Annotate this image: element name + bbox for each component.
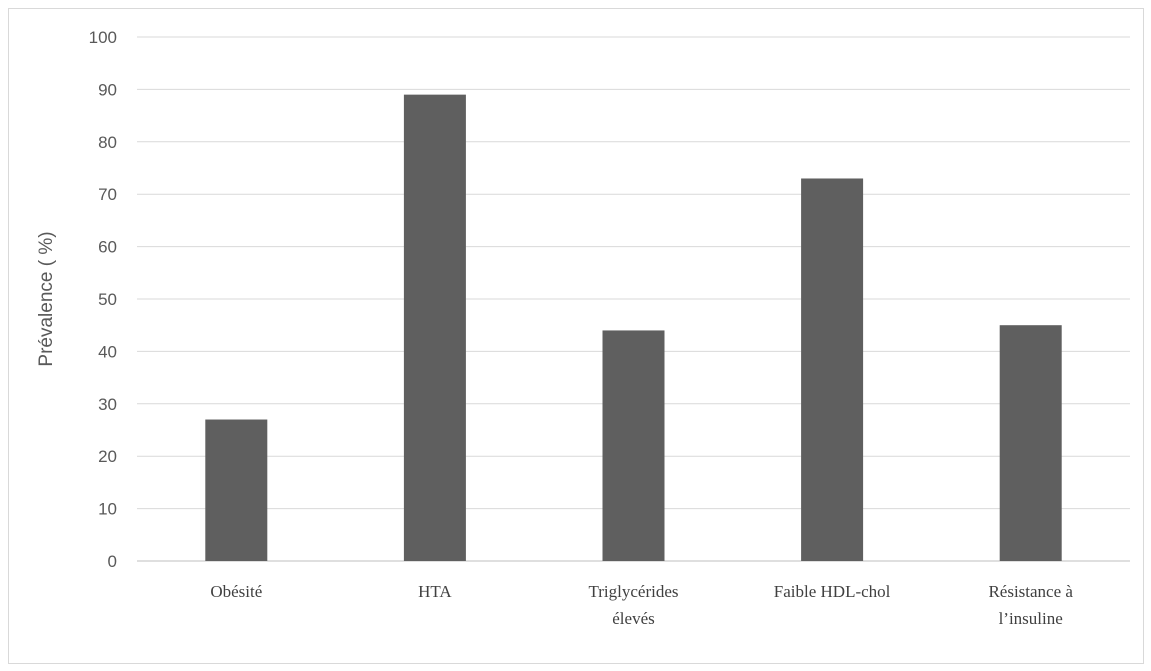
y-tick-label: 10 bbox=[98, 500, 117, 519]
bar bbox=[801, 178, 864, 562]
y-tick-label: 50 bbox=[98, 290, 117, 309]
bar bbox=[602, 330, 665, 561]
y-tick-label: 80 bbox=[98, 133, 117, 152]
y-tick-label: 60 bbox=[98, 238, 117, 257]
x-category-label: élevés bbox=[612, 609, 654, 628]
bar bbox=[999, 325, 1062, 561]
y-tick-label: 0 bbox=[108, 552, 117, 571]
y-tick-label: 90 bbox=[98, 80, 117, 99]
chart-frame bbox=[8, 8, 1144, 664]
bar bbox=[205, 419, 268, 561]
y-tick-label: 100 bbox=[89, 28, 117, 47]
x-category-label: Obésité bbox=[210, 582, 262, 601]
bars bbox=[205, 94, 1062, 562]
y-tick-label: 30 bbox=[98, 395, 117, 414]
x-category-labels: Obésité HTA Triglycérides élevés Faible HDL-… bbox=[210, 582, 1073, 628]
y-tick-labels: 0 10 20 30 40 50 60 70 80 90 100 bbox=[89, 28, 117, 571]
bar bbox=[403, 94, 466, 561]
x-category-label: Triglycérides bbox=[588, 582, 678, 601]
x-category-label: Faible HDL-chol bbox=[774, 582, 891, 601]
y-tick-label: 70 bbox=[98, 185, 117, 204]
gridlines bbox=[137, 36, 1130, 562]
y-tick-label: 40 bbox=[98, 342, 117, 361]
x-category-label: HTA bbox=[418, 582, 452, 601]
x-category-label: l’insuline bbox=[999, 609, 1063, 628]
x-category-label: Résistance à bbox=[988, 582, 1073, 601]
y-tick-label: 20 bbox=[98, 447, 117, 466]
y-axis-title: Prévalence ( %) bbox=[36, 231, 57, 366]
